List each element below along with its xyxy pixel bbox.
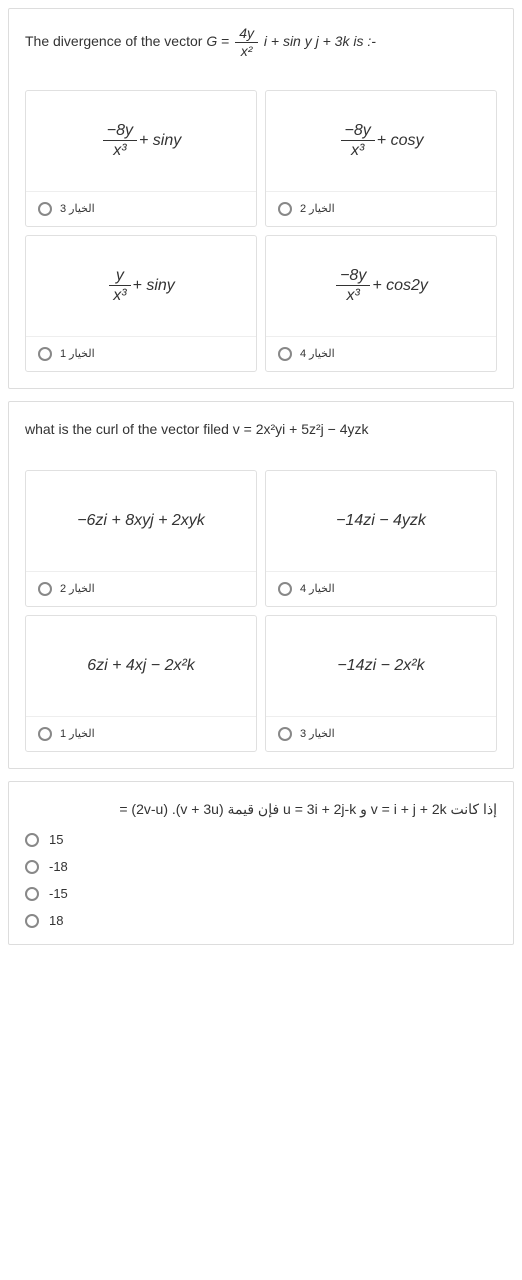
option-content: −8y x³ + cosy xyxy=(266,91,496,191)
option-label-row: الخيار 4 xyxy=(266,571,496,606)
option-text: -15 xyxy=(49,886,68,901)
q1-text-pre: The divergence of the vector xyxy=(25,33,206,49)
option-label-row: الخيار 3 xyxy=(266,716,496,751)
opt-rest: + cos2y xyxy=(372,277,428,295)
option-card[interactable]: −6zi + 8xyj + 2xyk الخيار 2 xyxy=(25,470,257,607)
radio-icon[interactable] xyxy=(38,582,52,596)
option-label: الخيار 4 xyxy=(300,347,335,360)
q3-text: إذا كانت v = i + j + 2k و u = 3i + 2j-k … xyxy=(119,801,497,817)
opt-den: x³ xyxy=(341,141,375,160)
q1-options: −8y x³ + siny الخيار 3 −8y x³ + cosy xyxy=(25,90,497,372)
opt-num: y xyxy=(109,266,130,286)
opt-num: −8y xyxy=(103,121,137,141)
q1-fraction: 4y x² xyxy=(235,25,258,60)
q1-var-g: G xyxy=(206,33,217,49)
option-label-row: الخيار 2 xyxy=(26,571,256,606)
option-card[interactable]: 6zi + 4xj − 2x²k الخيار 1 xyxy=(25,615,257,752)
option-label: الخيار 1 xyxy=(60,727,95,740)
q3-options: 15 -18 -15 18 xyxy=(25,832,497,928)
opt-num: −8y xyxy=(341,121,375,141)
opt-rest: + siny xyxy=(139,132,181,150)
option-text: 18 xyxy=(49,913,63,928)
opt-den: x³ xyxy=(336,286,370,305)
q1-frac-num: 4y xyxy=(235,25,258,43)
option-content: −14zi − 2x²k xyxy=(266,616,496,716)
radio-icon[interactable] xyxy=(278,727,292,741)
q1-frac-den: x² xyxy=(235,43,258,60)
option-label-row: الخيار 1 xyxy=(26,716,256,751)
question-2-text: what is the curl of the vector filed v =… xyxy=(25,418,497,440)
option-content: 6zi + 4xj − 2x²k xyxy=(26,616,256,716)
option-card[interactable]: −8y x³ + siny الخيار 3 xyxy=(25,90,257,227)
option-card[interactable]: y x³ + siny الخيار 1 xyxy=(25,235,257,372)
option-row[interactable]: 15 xyxy=(25,832,497,847)
radio-icon[interactable] xyxy=(25,914,39,928)
option-label: الخيار 3 xyxy=(60,202,95,215)
option-card[interactable]: −14zi − 4yzk الخيار 4 xyxy=(265,470,497,607)
option-label: الخيار 1 xyxy=(60,347,95,360)
option-label-row: الخيار 1 xyxy=(26,336,256,371)
opt-rest: + siny xyxy=(133,277,175,295)
option-text: 15 xyxy=(49,832,63,847)
question-3-text: إذا كانت v = i + j + 2k و u = 3i + 2j-k … xyxy=(25,798,497,820)
option-row[interactable]: -18 xyxy=(25,859,497,874)
opt-den: x³ xyxy=(103,141,137,160)
radio-icon[interactable] xyxy=(38,202,52,216)
q2-text: what is the curl of the vector filed v =… xyxy=(25,421,369,437)
option-label: الخيار 2 xyxy=(60,582,95,595)
radio-icon[interactable] xyxy=(25,887,39,901)
radio-icon[interactable] xyxy=(38,727,52,741)
radio-icon[interactable] xyxy=(25,860,39,874)
q1-text-post: i + sin y j + 3k is :- xyxy=(264,33,376,49)
question-3: إذا كانت v = i + j + 2k و u = 3i + 2j-k … xyxy=(8,781,514,945)
option-label: الخيار 2 xyxy=(300,202,335,215)
q2-options: −6zi + 8xyj + 2xyk الخيار 2 −14zi − 4yzk… xyxy=(25,470,497,752)
q1-text-mid: = xyxy=(221,33,233,49)
radio-icon[interactable] xyxy=(278,582,292,596)
option-label: الخيار 3 xyxy=(300,727,335,740)
radio-icon[interactable] xyxy=(38,347,52,361)
option-content: y x³ + siny xyxy=(26,236,256,336)
opt-den: x³ xyxy=(109,286,130,305)
option-content: −14zi − 4yzk xyxy=(266,471,496,571)
opt-num: −8y xyxy=(336,266,370,286)
question-1-text: The divergence of the vector G = 4y x² i… xyxy=(25,25,497,60)
option-content: −8y x³ + siny xyxy=(26,91,256,191)
option-card[interactable]: −8y x³ + cosy الخيار 2 xyxy=(265,90,497,227)
option-card[interactable]: −14zi − 2x²k الخيار 3 xyxy=(265,615,497,752)
opt-rest: + cosy xyxy=(377,132,424,150)
question-1: The divergence of the vector G = 4y x² i… xyxy=(8,8,514,389)
option-row[interactable]: -15 xyxy=(25,886,497,901)
question-2: what is the curl of the vector filed v =… xyxy=(8,401,514,769)
option-content: −8y x³ + cos2y xyxy=(266,236,496,336)
option-card[interactable]: −8y x³ + cos2y الخيار 4 xyxy=(265,235,497,372)
option-label-row: الخيار 4 xyxy=(266,336,496,371)
option-row[interactable]: 18 xyxy=(25,913,497,928)
radio-icon[interactable] xyxy=(278,202,292,216)
option-text: -18 xyxy=(49,859,68,874)
option-label: الخيار 4 xyxy=(300,582,335,595)
option-content: −6zi + 8xyj + 2xyk xyxy=(26,471,256,571)
radio-icon[interactable] xyxy=(278,347,292,361)
option-label-row: الخيار 3 xyxy=(26,191,256,226)
option-label-row: الخيار 2 xyxy=(266,191,496,226)
radio-icon[interactable] xyxy=(25,833,39,847)
